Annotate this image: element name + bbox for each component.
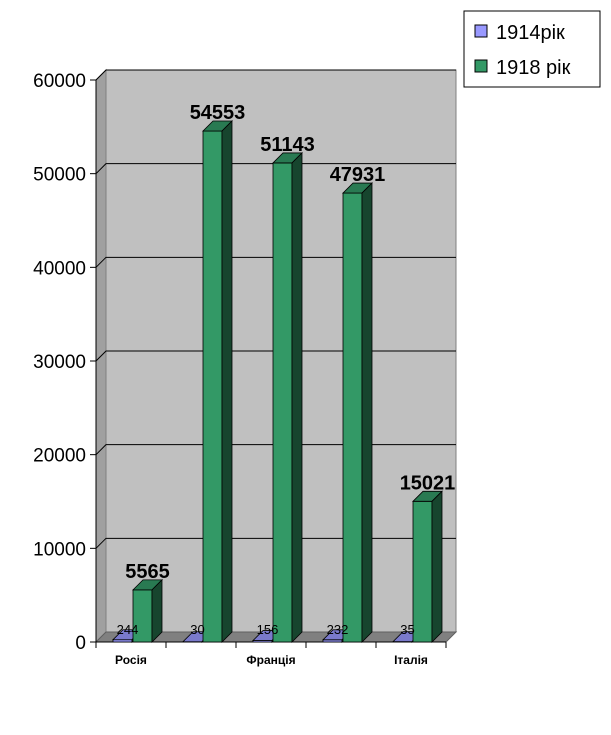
- gridline: [95, 444, 456, 456]
- bar-side: [361, 182, 373, 643]
- gridline: [95, 163, 456, 175]
- legend-box: [463, 10, 601, 88]
- data-label-1914: 30: [190, 622, 204, 637]
- y-tick-label: 40000: [33, 258, 86, 279]
- data-label-1918: 54553: [190, 102, 246, 124]
- bar-1918: [272, 151, 303, 643]
- data-label-1914: 35: [400, 622, 414, 637]
- bar-1918: [202, 120, 233, 643]
- legend: 1914рік 1918 рік: [463, 10, 601, 88]
- gridlines: [90, 69, 456, 648]
- data-label-1914: 156: [257, 622, 279, 637]
- y-tick-label: 60000: [33, 71, 86, 92]
- category-labels: Росія Франція Італія: [115, 653, 428, 667]
- y-tick-label: 10000: [33, 539, 86, 560]
- bar-front: [272, 162, 293, 643]
- legend-swatch-1914: [474, 24, 488, 38]
- legend-label-1918: 1918 рік: [496, 57, 571, 79]
- data-label-1914: 232: [327, 622, 349, 637]
- y-tick-label: 50000: [33, 165, 86, 186]
- gridline: [95, 69, 456, 81]
- legend-swatch-1918: [474, 59, 488, 73]
- category-label: Росія: [115, 653, 147, 667]
- bar-side: [291, 151, 303, 643]
- y-tick-labels: 0 10000 20000 30000 40000 50000 60000: [33, 71, 86, 654]
- bar-1918: [342, 182, 373, 643]
- bar-1918: [412, 490, 443, 643]
- category-label: Італія: [394, 653, 428, 667]
- bar-front: [412, 500, 433, 643]
- y-tick-label: 20000: [33, 446, 86, 467]
- y-tick-label: 0: [75, 633, 86, 654]
- legend-label-1914: 1914рік: [496, 22, 565, 44]
- bar-side: [151, 578, 163, 643]
- category-label: Франція: [246, 653, 295, 667]
- bar-side: [431, 490, 443, 643]
- y-tick-label: 30000: [33, 352, 86, 373]
- data-labels: 244 5565 30 54553 156 51143 232 47931 35 15021: [117, 102, 456, 637]
- bar-side: [221, 120, 233, 643]
- data-label-1918: 51143: [260, 134, 315, 156]
- gridline: [95, 350, 456, 362]
- data-label-1918: 15021: [400, 472, 456, 494]
- bar-front: [202, 130, 223, 643]
- bar-1918: [132, 578, 163, 643]
- bar-front: [342, 192, 363, 643]
- bars: [112, 120, 443, 643]
- data-label-1918: 5565: [125, 561, 170, 583]
- gridline: [95, 256, 456, 268]
- data-label-1918: 47931: [330, 164, 386, 186]
- gridline: [95, 537, 456, 549]
- data-label-1914: 244: [117, 622, 139, 637]
